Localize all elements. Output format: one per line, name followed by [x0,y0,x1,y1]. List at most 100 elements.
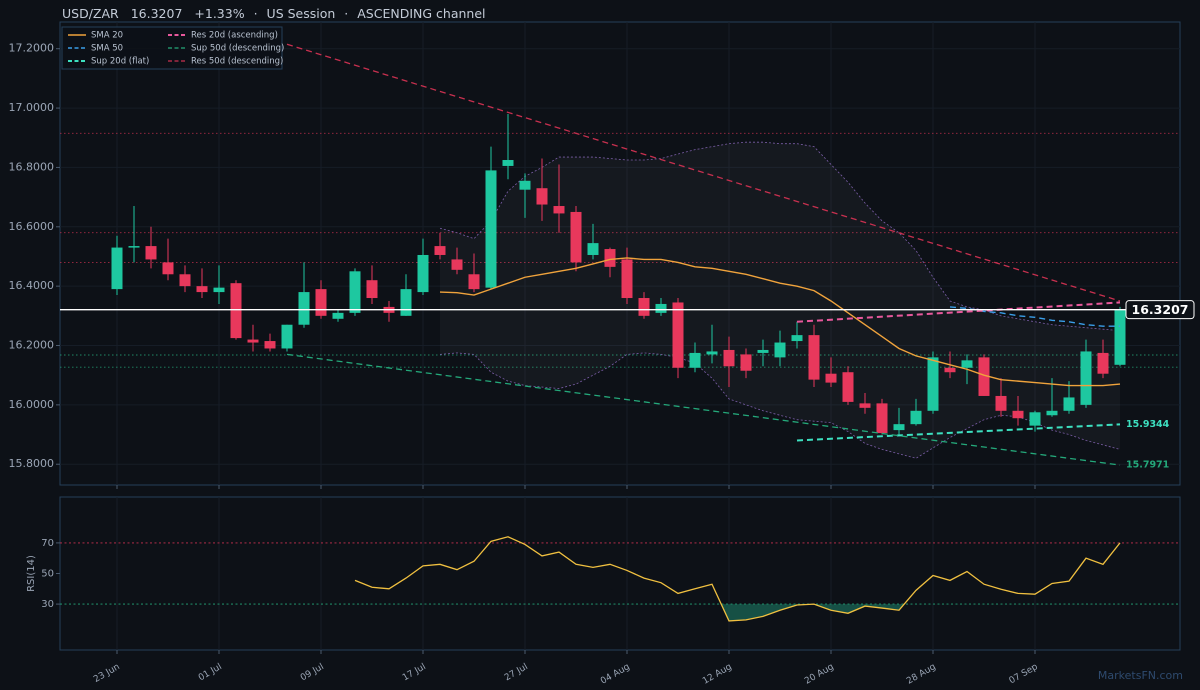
candle-body [757,349,769,353]
price-panel [59,21,1181,486]
candle-body [604,249,616,267]
candle-body [825,373,837,383]
rsi-line [354,536,1121,622]
candle-body [519,180,531,190]
candle-body [774,342,786,358]
separator: · [254,6,258,21]
candle-body [1063,397,1075,411]
y-axis-label: RSI(14) [26,555,37,592]
oversold-fill [355,604,1120,621]
symbol: USD/ZAR [62,6,119,21]
candle-body [230,283,242,339]
candle-body [1097,352,1109,374]
y-tick-label: 16.6000 [9,220,55,233]
candle-body [808,335,820,380]
candle-body [1012,410,1024,419]
price-tag [1125,300,1195,320]
trend-line [286,353,1121,466]
candle-body [485,170,497,288]
separator: · [344,6,348,21]
trend-line [796,301,1121,323]
candle-body [264,341,276,349]
candle-body [213,287,225,293]
legend-label: Res 50d (descending) [191,57,283,67]
legend-label: SMA 50 [91,44,123,54]
sma-line [439,257,1121,387]
candle-body [128,246,140,248]
candle-body [723,349,735,367]
band-lower [439,352,1121,459]
end-label: 15.9344 [1126,419,1170,430]
channel: ASCENDING channel [357,6,485,21]
y-tick-label: 16.0000 [9,398,55,411]
candle-body [1080,351,1092,405]
y-tick-label: 15.8000 [9,457,55,470]
candle-body [366,280,378,299]
candle-body [587,243,599,255]
candle-body [927,357,939,411]
price: 16.3207 [131,6,183,21]
candle-body [655,303,667,313]
candle-body [978,357,990,396]
candle-body [451,259,463,270]
candle-body [162,262,174,275]
candle-body [417,254,429,293]
y-tick-label: 50 [41,569,54,580]
y-tick-label: 16.2000 [9,339,55,352]
candle-body [298,292,310,325]
header: USD/ZAR 16.3207 +1.33% · US Session · AS… [62,6,486,21]
candle-body [468,274,480,290]
candle-body [689,352,701,368]
candle-body [196,286,208,293]
legend-label: Res 20d (ascending) [191,31,278,41]
candle-body [995,395,1007,411]
candle-body [672,302,684,368]
legend-label: Sup 50d (descending) [191,44,284,54]
trend-line [796,423,1121,442]
candle-body [1029,412,1041,426]
candle-body [332,312,344,319]
band-upper [439,141,1121,332]
y-tick-label: 17.2000 [9,42,55,55]
y-tick-label: 17.0000 [9,101,55,114]
legend-label: Sup 20d (flat) [91,57,149,67]
candle-body [638,298,650,316]
rsi-panel [59,496,1181,651]
candle-body [961,360,973,368]
trend-line [286,43,1121,302]
candle-body [111,247,123,290]
candle-body [944,367,956,373]
candle-body [349,271,361,313]
candle-body [621,259,633,299]
candle-body [740,354,752,371]
candle-body [434,246,446,255]
candle-body [842,372,854,402]
candle-body [791,335,803,342]
y-tick-label: 70 [41,538,54,549]
candle-body [553,206,565,214]
candle-body [247,339,259,343]
sma-line [949,306,1120,327]
watermark: MarketsFN.com [1098,669,1183,682]
candle-body [536,188,548,205]
y-tick-label: 16.8000 [9,160,55,173]
candle-body [570,211,582,263]
candle-body [315,289,327,316]
candle-body [876,403,888,434]
y-tick-label: 30 [41,599,54,610]
candle-body [893,424,905,431]
end-label: 15.7971 [1126,460,1169,471]
price-tag-label: 16.3207 [1132,302,1189,317]
candle-body [859,403,871,408]
candle-body [281,324,293,349]
y-tick-label: 16.4000 [9,279,55,292]
change: +1.33% [194,6,244,21]
candle-body [400,289,412,316]
candle-body [502,160,514,166]
legend-label: SMA 20 [91,31,123,41]
session: US Session [267,6,336,21]
candle-body [179,274,191,287]
candle-body [706,351,718,355]
candle-body [1114,309,1126,365]
